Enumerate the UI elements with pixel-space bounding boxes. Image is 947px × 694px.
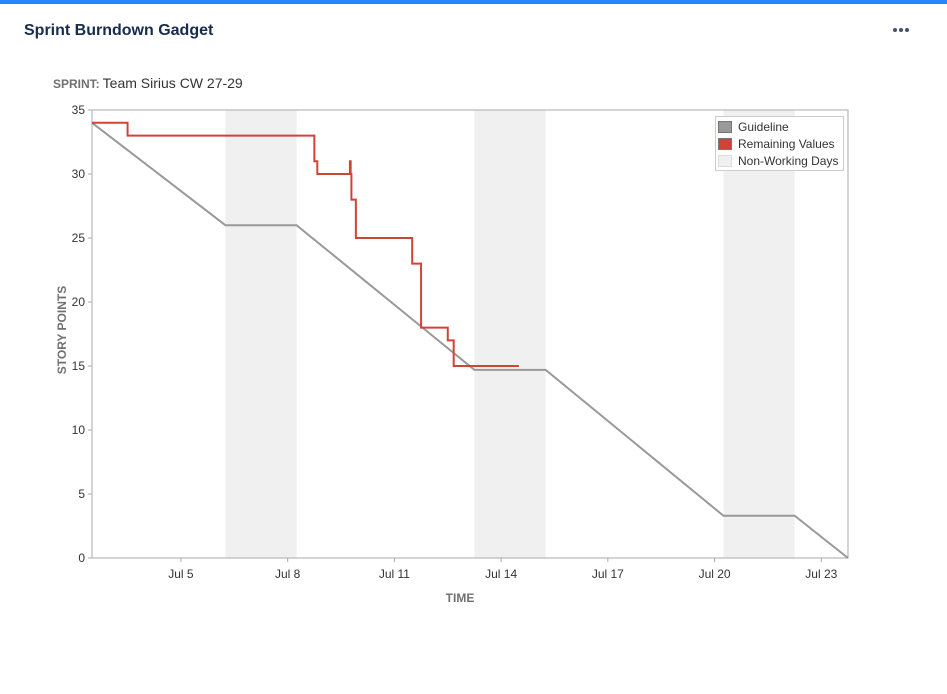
remaining-values-series — [92, 121, 519, 367]
top-accent-bar — [0, 0, 947, 4]
y-tick-label: 30 — [72, 167, 86, 181]
legend-label: Guideline — [738, 119, 789, 134]
x-tick-label: Jul 11 — [379, 567, 410, 581]
gadget-title: Sprint Burndown Gadget — [24, 22, 214, 39]
y-tick-label: 0 — [78, 551, 85, 565]
y-tick-label: 5 — [78, 487, 85, 501]
y-tick-label: 20 — [72, 295, 86, 309]
y-axis-label: STORY POINTS — [55, 286, 69, 374]
legend-item-remaining: Remaining Values — [716, 135, 843, 152]
more-horizontal-icon-dot — [905, 28, 909, 32]
legend-swatch-remaining — [718, 137, 732, 150]
series-layer — [91, 121, 849, 559]
x-axis-label: TIME — [446, 591, 475, 605]
chart-legend: Guideline Remaining Values Non-Working Day… — [715, 116, 844, 171]
y-tick-label: 15 — [72, 359, 86, 373]
axes-layer: 0 5 10 15 20 25 30 35 Jul 5 Jul 8 Jul 11 Jul 14 Jul … — [72, 103, 849, 581]
non-working-days-layer — [225, 110, 795, 558]
legend-label: Non-Working Days — [738, 153, 839, 168]
non-working-band-1 — [225, 110, 297, 558]
sprint-label: SPRINT: — [53, 77, 100, 91]
sprint-name: Team Sirius CW 27-29 — [102, 75, 243, 91]
non-working-band-3 — [723, 110, 795, 558]
plot-area-border — [91, 109, 849, 559]
x-tick-label: Jul 17 — [592, 567, 624, 581]
x-tick-label: Jul 8 — [275, 567, 301, 581]
sprint-info: SPRINT: Team Sirius CW 27-29 — [53, 75, 243, 91]
legend-label: Remaining Values — [738, 136, 835, 151]
non-working-band-2 — [474, 110, 546, 558]
legend-item-guideline: Guideline — [716, 118, 843, 135]
legend-item-non_working: Non-Working Days — [716, 152, 843, 169]
y-tick-label: 35 — [72, 103, 86, 117]
legend-swatch-non_working — [718, 154, 732, 167]
x-tick-label: Jul 14 — [485, 567, 517, 581]
more-options-button[interactable] — [886, 18, 916, 42]
more-horizontal-icon-dot — [899, 28, 903, 32]
x-tick-label: Jul 20 — [699, 567, 731, 581]
y-tick-label: 10 — [72, 423, 86, 437]
y-tick-label: 25 — [72, 231, 86, 245]
more-horizontal-icon — [893, 28, 897, 32]
guideline-series — [91, 122, 849, 559]
x-tick-label: Jul 5 — [168, 567, 194, 581]
x-tick-label: Jul 23 — [805, 567, 837, 581]
legend-swatch-guideline — [718, 120, 732, 133]
